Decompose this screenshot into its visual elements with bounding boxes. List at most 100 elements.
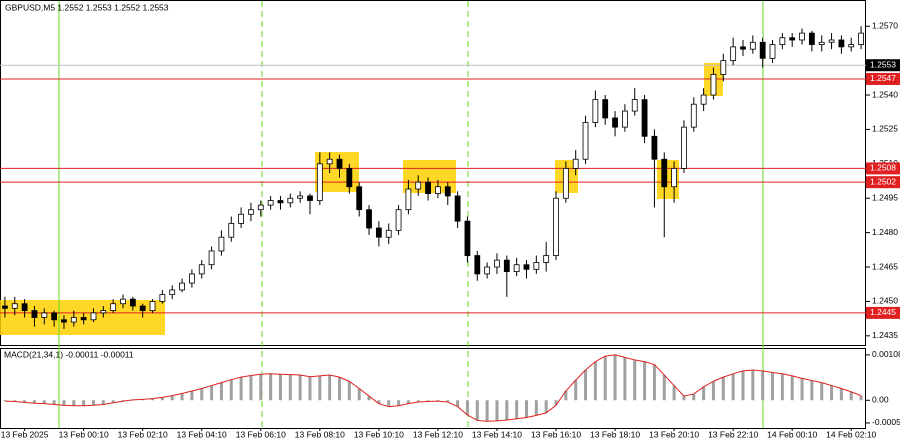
level-tag (866, 176, 900, 189)
candle-body (198, 264, 205, 275)
macd-bar (859, 395, 863, 401)
candle-body (444, 186, 451, 197)
macd-bar (357, 388, 361, 401)
y-tick-label: 1.2525 (872, 124, 898, 134)
candle-body (543, 255, 550, 263)
x-tick-label: 13 Feb 14:10 (472, 429, 522, 439)
candle-body (208, 250, 215, 266)
candle-body (621, 110, 628, 128)
macd-bar (72, 400, 76, 406)
candle-body (818, 41, 825, 45)
level-label: 1.2508 (870, 163, 896, 173)
candle-body (228, 223, 235, 238)
macd-bar (830, 385, 834, 401)
macd-bar (771, 372, 775, 401)
candle-body (641, 99, 648, 137)
candle-body (454, 195, 461, 222)
candle-body (435, 186, 441, 195)
macd-line (4, 354, 862, 422)
candle-body (740, 46, 746, 50)
x-tick-label: 13 Feb 08:10 (295, 429, 345, 439)
candle-body (553, 197, 559, 256)
macd-bar (584, 370, 588, 401)
candle-body (139, 305, 146, 312)
candle-body (2, 305, 8, 309)
candle-body (690, 103, 697, 128)
macd-bar (52, 400, 56, 405)
macd-bar (662, 375, 666, 401)
session-lines (58, 1, 764, 428)
candle-body (789, 37, 796, 41)
candle-body (90, 312, 97, 321)
x-tick-label: 13 Feb 00:10 (59, 429, 109, 439)
macd-bar (42, 400, 46, 404)
macd-bar (160, 397, 164, 401)
macd-bar (62, 400, 66, 406)
macd-bar (367, 396, 371, 401)
candle-body (838, 39, 845, 48)
macd-bar (82, 400, 86, 406)
candle-body (366, 209, 372, 229)
x-tick-label: 13 Feb 2025 (1, 429, 49, 439)
candle-body (179, 282, 185, 291)
candle-body (336, 158, 343, 169)
candle-body (730, 46, 737, 62)
macd-bar (574, 380, 578, 401)
macd-bar (347, 381, 351, 401)
macd-bar (515, 400, 519, 419)
macd-bar (446, 400, 450, 402)
y-tick-label: 1.2540 (872, 89, 898, 99)
candle-body (464, 220, 471, 256)
macd-bar (328, 375, 332, 401)
candle-body (51, 312, 58, 321)
candle-body (346, 168, 353, 188)
macd-bar (180, 393, 184, 401)
x-tick-label: 14 Feb 02:10 (826, 429, 876, 439)
candle-body (11, 303, 18, 309)
macd-bar (465, 400, 469, 415)
macd-bar (790, 375, 794, 401)
macd-bar (623, 357, 627, 401)
y-tick-label: 1.2465 (872, 261, 898, 271)
y-tick-label: 1.2495 (872, 192, 898, 202)
macd-bar (692, 393, 696, 401)
macd-bar (387, 400, 391, 407)
macd-bar (200, 388, 204, 401)
indicator-y-tick-label: 0.00 (872, 395, 889, 405)
macd-bar (239, 377, 243, 401)
candle-body (513, 264, 520, 273)
macd-bar (397, 400, 401, 406)
macd-bar (298, 375, 302, 401)
macd-bar (672, 385, 676, 401)
candle-body (316, 163, 323, 201)
candle-body (612, 117, 618, 128)
macd-bar (406, 400, 410, 404)
candle-body (700, 94, 707, 105)
macd-bar (800, 378, 804, 401)
macd-bar (761, 370, 765, 401)
macd-bar (288, 374, 292, 401)
x-tick-label: 13 Feb 16:10 (531, 429, 581, 439)
candle-body (277, 200, 284, 204)
x-tick-label: 13 Feb 12:10 (413, 429, 463, 439)
x-tick-label: 14 Feb 00:10 (767, 429, 817, 439)
macd-bar (820, 382, 824, 401)
indicator-title: MACD(21,34,1) -0.00011 -0.00011 (4, 349, 134, 359)
current-price-label: 1.2553 (870, 59, 896, 69)
x-tick-label: 13 Feb 06:10 (236, 429, 286, 439)
y-tick-label: 1.2435 (872, 330, 898, 340)
candle-body (129, 298, 136, 307)
macd-bar (810, 380, 814, 401)
macd-bar (426, 400, 430, 402)
macd-bar (544, 400, 548, 413)
candle-body (375, 227, 382, 238)
macd-bar (101, 400, 105, 405)
candle-body (425, 181, 431, 195)
level-tag (866, 162, 900, 175)
macd-bar (603, 356, 607, 401)
candle-body (159, 294, 166, 302)
macd-bar (633, 359, 637, 401)
macd-bar (554, 400, 558, 406)
x-tick-label: 13 Feb 22:10 (708, 429, 758, 439)
level-tag (866, 72, 900, 85)
